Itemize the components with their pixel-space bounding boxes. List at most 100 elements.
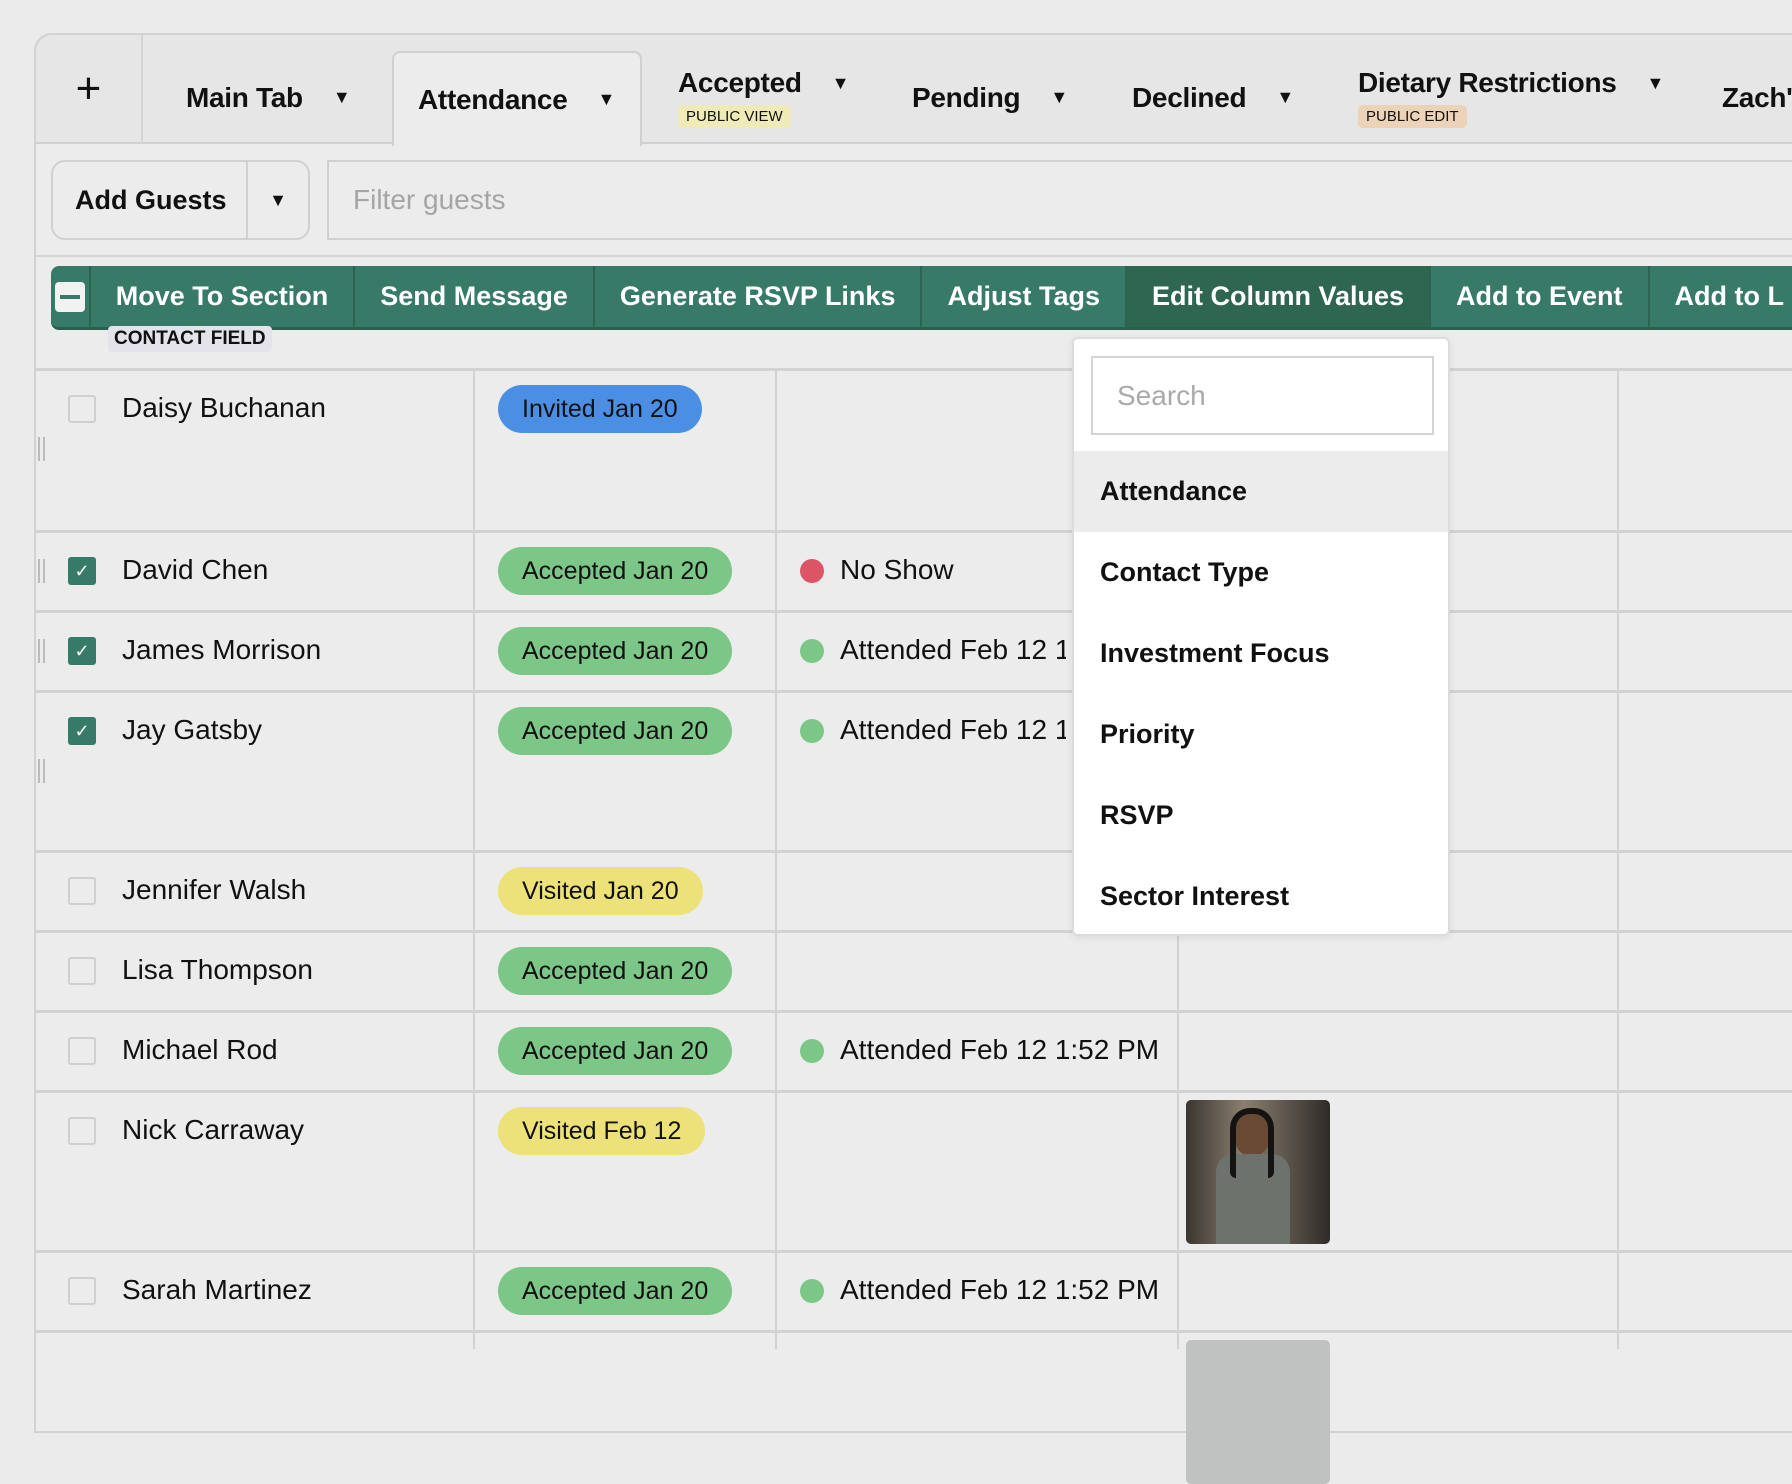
rsvp-status-badge[interactable]: Accepted Jan 20	[498, 707, 733, 755]
attendance-value[interactable]: No Show	[840, 554, 954, 585]
tab-label-row: Dietary Restrictions ▼	[1358, 67, 1664, 99]
row-checkbox[interactable]: ✓	[68, 557, 96, 585]
rsvp-status-badge[interactable]: Accepted Jan 20	[498, 547, 733, 595]
chevron-down-icon[interactable]: ▼	[597, 89, 615, 109]
row-checkbox[interactable]: ✓	[68, 637, 96, 665]
action-adjust-tags[interactable]: Adjust Tags	[922, 266, 1127, 327]
guest-name[interactable]: David Chen	[122, 554, 269, 585]
row-checkbox[interactable]	[68, 1117, 96, 1145]
attendance-status-dot	[800, 639, 824, 663]
rsvp-status-badge[interactable]: Invited Jan 20	[498, 385, 702, 433]
drag-handle-icon[interactable]	[38, 437, 45, 461]
row-checkbox[interactable]	[68, 957, 96, 985]
column-divider	[775, 369, 777, 1349]
tab-main-tab[interactable]: Main Tab ▼	[186, 51, 351, 144]
rsvp-status-badge[interactable]: Accepted Jan 20	[498, 627, 733, 675]
action-add-to-event[interactable]: Add to Event	[1431, 266, 1650, 327]
guest-name[interactable]: Daisy Buchanan	[122, 392, 326, 423]
guest-name[interactable]: Michael Rod	[122, 1034, 278, 1065]
add-guests-button-group: Add Guests ▼	[51, 160, 310, 240]
action-send-message[interactable]: Send Message	[355, 266, 595, 327]
tab-label: Pending	[912, 81, 1021, 113]
chevron-down-icon[interactable]: ▼	[831, 72, 850, 93]
drag-handle-icon[interactable]	[38, 639, 45, 663]
attendance-status-dot	[800, 1279, 824, 1303]
add-guests-dropdown-icon[interactable]: ▼	[269, 189, 287, 210]
attendance-value[interactable]: Attended Feb 12 1:52 PM	[840, 634, 1066, 665]
attendance-status-dot	[800, 559, 824, 583]
select-all-checkbox[interactable]	[51, 266, 91, 327]
rsvp-status-badge[interactable]: Visited Feb 12	[498, 1107, 706, 1155]
column-divider	[473, 369, 475, 1349]
tab-label-row: Zach's	[1722, 82, 1792, 114]
row-divider	[34, 930, 1792, 933]
filter-guests-input[interactable]	[327, 160, 1792, 240]
guest-name[interactable]: Lisa Thompson	[122, 954, 313, 985]
row-divider	[34, 368, 1792, 371]
rsvp-status-badge[interactable]: Accepted Jan 20	[498, 947, 733, 995]
row-divider	[34, 610, 1792, 613]
tab-attendance[interactable]: Attendance ▼	[392, 51, 642, 146]
tab-label: Dietary Restrictions	[1358, 67, 1617, 98]
tab-label: Zach's	[1722, 81, 1792, 113]
menu-item-sector-interest[interactable]: Sector Interest	[1100, 881, 1290, 911]
chevron-down-icon[interactable]: ▼	[1646, 72, 1665, 93]
tab-label-row: Pending ▼	[912, 82, 1068, 114]
row-divider	[34, 530, 1792, 533]
chevron-down-icon[interactable]: ▼	[1276, 87, 1294, 107]
guest-name[interactable]: Nick Carraway	[122, 1114, 305, 1145]
row-divider	[34, 850, 1792, 853]
tab-label: Declined	[1132, 81, 1247, 113]
guest-name[interactable]: James Morrison	[122, 634, 322, 665]
tab-zach-s[interactable]: Zach's	[1722, 51, 1792, 144]
action-generate-rsvp-links[interactable]: Generate RSVP Links	[595, 266, 923, 327]
menu-item-priority[interactable]: Priority	[1100, 719, 1195, 749]
attendance-value[interactable]: Attended Feb 12 1:52 PM	[840, 1274, 1160, 1305]
column-search-input[interactable]	[1091, 356, 1434, 435]
row-divider	[34, 1330, 1792, 1333]
tab-label-row: Declined ▼	[1132, 82, 1294, 114]
row-checkbox[interactable]	[68, 1037, 96, 1065]
rsvp-status-badge[interactable]: Accepted Jan 20	[498, 1027, 733, 1075]
tab-bar	[34, 33, 1792, 144]
guest-photo[interactable]	[1186, 1100, 1330, 1244]
chevron-down-icon[interactable]: ▼	[1050, 87, 1068, 107]
tab-pending[interactable]: Pending ▼	[912, 51, 1068, 144]
row-checkbox[interactable]	[68, 1277, 96, 1305]
action-add-to-l[interactable]: Add to L	[1650, 266, 1792, 327]
row-checkbox[interactable]	[68, 395, 96, 423]
attendance-value[interactable]: Attended Feb 12 1:52 PM	[840, 1034, 1160, 1065]
bulk-action-bar: Move To Section Send Message Generate RSVP…	[51, 266, 1792, 330]
guest-photo[interactable]	[1186, 1340, 1330, 1484]
row-divider	[34, 1010, 1792, 1013]
menu-item-contact-type[interactable]: Contact Type	[1100, 557, 1270, 587]
attendance-value[interactable]: Attended Feb 12 1:52 PM	[840, 714, 1066, 745]
attendance-status-dot	[800, 719, 824, 743]
menu-item-investment-focus[interactable]: Investment Focus	[1100, 638, 1330, 668]
chevron-down-icon[interactable]: ▼	[332, 87, 351, 107]
minus-icon	[54, 281, 85, 312]
action-move-to-section[interactable]: Move To Section	[91, 266, 356, 327]
tab-declined[interactable]: Declined ▼	[1132, 51, 1294, 144]
tab-accepted[interactable]: Accepted ▼ PUBLIC VIEW	[678, 51, 849, 144]
menu-item-attendance[interactable]: Attendance	[1074, 451, 1448, 532]
row-checkbox[interactable]	[68, 877, 96, 905]
column-divider	[1617, 369, 1619, 1349]
menu-item-rsvp[interactable]: RSVP	[1100, 800, 1174, 830]
add-guests-button[interactable]: Add Guests	[53, 162, 248, 238]
guest-name[interactable]: Jennifer Walsh	[122, 874, 307, 905]
divider	[36, 255, 1792, 257]
tab-badge: PUBLIC EDIT	[1358, 105, 1467, 128]
rsvp-status-badge[interactable]: Accepted Jan 20	[498, 1267, 733, 1315]
drag-handle-icon[interactable]	[38, 759, 45, 783]
rsvp-status-badge[interactable]: Visited Jan 20	[498, 867, 703, 915]
guest-name[interactable]: Jay Gatsby	[122, 714, 263, 745]
tab-dietary-restrictions[interactable]: Dietary Restrictions ▼ PUBLIC EDIT	[1358, 51, 1664, 144]
row-divider	[34, 690, 1792, 693]
action-edit-column-values[interactable]: Edit Column Values	[1126, 266, 1432, 327]
tab-label: Attendance	[418, 83, 568, 115]
add-tab-button[interactable]: +	[36, 35, 143, 143]
guest-name[interactable]: Sarah Martinez	[122, 1274, 312, 1305]
row-checkbox[interactable]: ✓	[68, 717, 96, 745]
drag-handle-icon[interactable]	[38, 559, 45, 583]
